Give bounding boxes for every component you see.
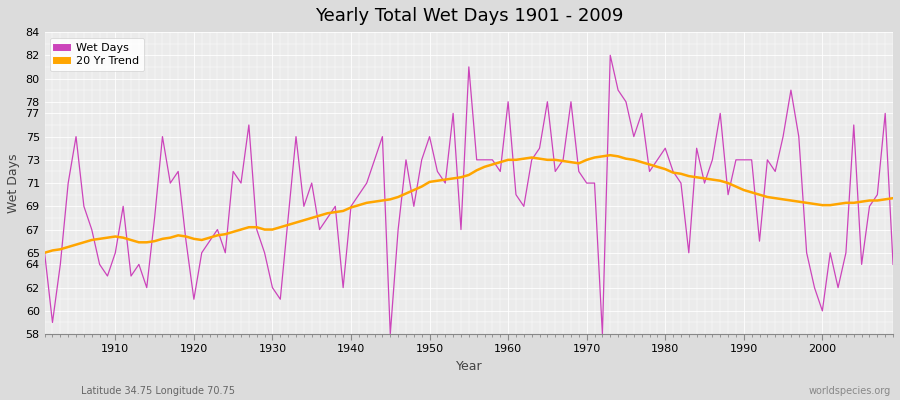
Wet Days	[40, 250, 50, 255]
20 Yr Trend	[102, 235, 112, 240]
Wet Days	[385, 332, 396, 336]
Text: Latitude 34.75 Longitude 70.75: Latitude 34.75 Longitude 70.75	[81, 386, 235, 396]
Wet Days	[887, 262, 898, 267]
Y-axis label: Wet Days: Wet Days	[7, 153, 20, 213]
Line: 20 Yr Trend: 20 Yr Trend	[45, 155, 893, 253]
Wet Days	[605, 53, 616, 58]
Title: Yearly Total Wet Days 1901 - 2009: Yearly Total Wet Days 1901 - 2009	[315, 7, 623, 25]
Line: Wet Days: Wet Days	[45, 55, 893, 334]
20 Yr Trend	[322, 211, 333, 216]
Text: worldspecies.org: worldspecies.org	[809, 386, 891, 396]
20 Yr Trend	[887, 196, 898, 200]
Wet Days	[510, 192, 521, 197]
20 Yr Trend	[605, 153, 616, 158]
20 Yr Trend	[274, 225, 285, 230]
Wet Days	[613, 88, 624, 92]
X-axis label: Year: Year	[455, 360, 482, 373]
Wet Days	[102, 274, 112, 278]
Wet Days	[322, 216, 333, 220]
Legend: Wet Days, 20 Yr Trend: Wet Days, 20 Yr Trend	[50, 38, 144, 71]
20 Yr Trend	[495, 160, 506, 164]
20 Yr Trend	[597, 154, 608, 159]
20 Yr Trend	[503, 158, 514, 162]
Wet Days	[503, 99, 514, 104]
Wet Days	[274, 297, 285, 302]
20 Yr Trend	[40, 250, 50, 255]
